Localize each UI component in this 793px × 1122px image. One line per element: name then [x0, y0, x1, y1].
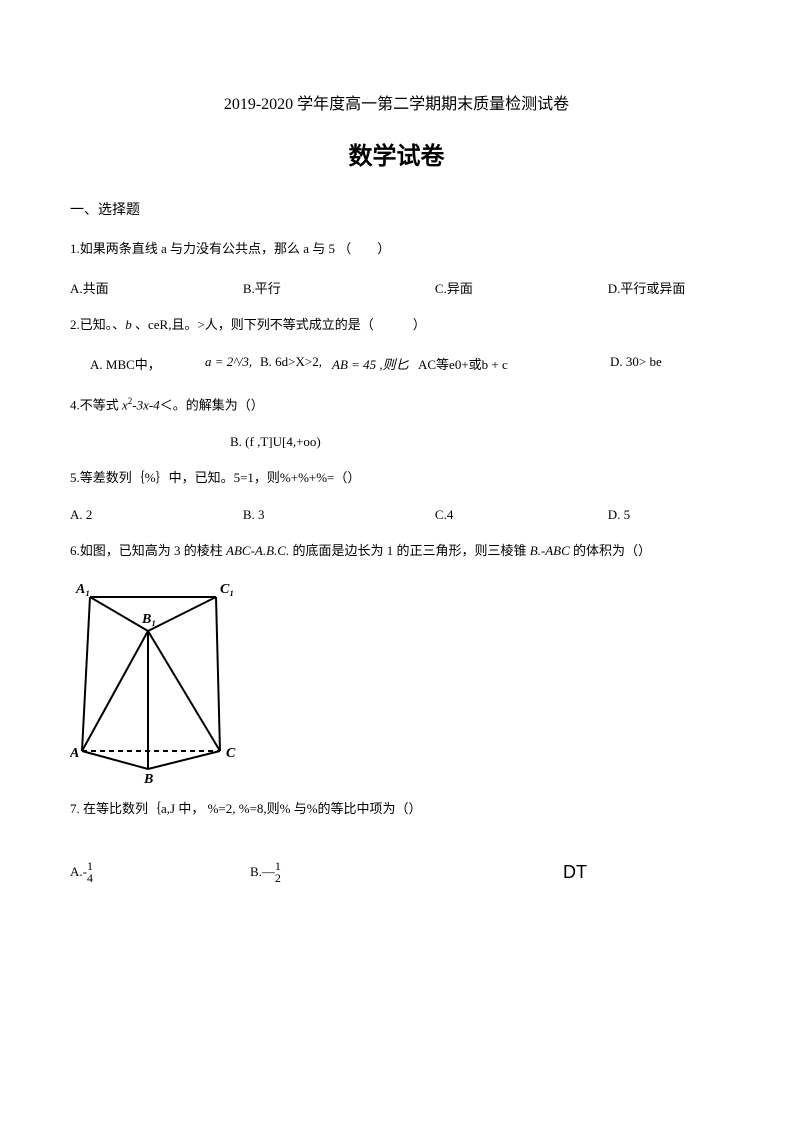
ov-5: AC等e0+或b + c	[418, 354, 508, 373]
q5-options: A. 2 B. 3 C.4 D. 5	[70, 507, 723, 523]
svg-text:A: A	[70, 746, 79, 761]
svg-text:C: C	[226, 746, 236, 761]
q7-opt-d: DT	[563, 862, 723, 883]
ov-2: a = 2^/3,	[205, 354, 252, 370]
q1-opt-a: A.共面	[70, 278, 243, 297]
q7-opt-b: B.— 1 2	[250, 860, 470, 884]
q7-opt-a: A.- 1 4	[70, 860, 250, 884]
prism-figure: A B C A₁ B₁ C₁	[70, 579, 723, 789]
svg-text:B₁: B₁	[141, 612, 156, 627]
q1-opt-d: D.平行或异面	[608, 278, 723, 297]
svg-text:B: B	[143, 772, 153, 784]
prism-svg: A B C A₁ B₁ C₁	[70, 579, 240, 784]
q5-opt-a: A. 2	[70, 507, 243, 523]
q1-opt-b: B.平行	[243, 278, 435, 297]
q1-options: A.共面 B.平行 C.异面 D.平行或异面	[70, 278, 723, 297]
svg-text:A₁: A₁	[75, 582, 90, 597]
q6-text: 6.如图，已知高为 3 的棱柱 ABC-A.B.C. 的底面是边长为 1 的正三…	[70, 541, 723, 562]
q5-text: 5.等差数列｛%｝中，已知。5=1，则%+%+%=（）	[70, 468, 723, 489]
q1-opt-c: C.异面	[435, 278, 608, 297]
ov-4: AB = 45 ,则匕	[332, 354, 409, 373]
q5-opt-c: C.4	[435, 507, 608, 523]
q4-text: 4.不等式 x2-3x-4＜。的解集为（）	[70, 394, 723, 416]
q7-text: 7. 在等比数列｛a,J 中， %=2, %=8,则% 与%的等比中项为（）	[70, 799, 723, 820]
ov-3: B. 6d>X>2,	[260, 354, 322, 370]
q5-opt-d: D. 5	[608, 507, 723, 523]
exam-title: 2019-2020 学年度高一第二学期期末质量检测试卷	[70, 90, 723, 114]
exam-subject: 数学试卷	[70, 136, 723, 171]
ov-1: A. MBC中，	[90, 354, 161, 373]
q4-opt-b: B. (f ,T]U[4,+oo)	[230, 434, 723, 450]
q5-opt-b: B. 3	[243, 507, 435, 523]
q2-text: 2.已知。、b 、ceR,且。>人，则下列不等式成立的是（ ）	[70, 315, 723, 336]
svg-text:C₁: C₁	[220, 582, 234, 597]
q7-options: A.- 1 4 B.— 1 2 DT	[70, 860, 723, 884]
q1-text: 1.如果两条直线 a 与力没有公共点，那么 a 与 5 （ ）	[70, 239, 723, 260]
q3-overlap-row: A. MBC中， a = 2^/3, B. 6d>X>2, AB = 45 ,则…	[70, 354, 723, 376]
ov-6: D. 30> be	[610, 354, 662, 370]
section-1-heading: 一、选择题	[70, 199, 723, 219]
